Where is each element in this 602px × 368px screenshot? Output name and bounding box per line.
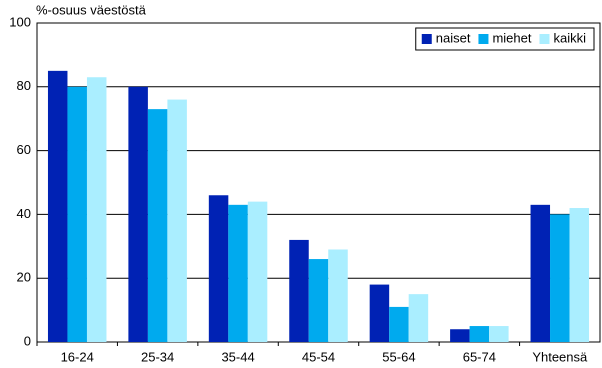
bar [308, 259, 329, 342]
bar [167, 99, 187, 342]
bar [450, 329, 470, 342]
legend-label: miehet [492, 30, 531, 45]
bar [550, 214, 570, 342]
bar [530, 204, 551, 342]
legend-swatch [421, 34, 432, 44]
bar [389, 306, 409, 342]
y-tick-label: 0 [24, 333, 31, 348]
y-tick-label: 20 [17, 270, 31, 285]
bar [67, 86, 87, 342]
bar [86, 77, 107, 342]
bar [247, 201, 268, 342]
bar [328, 249, 348, 342]
legend-swatch [478, 34, 489, 44]
bar [369, 284, 390, 342]
bar [47, 70, 68, 342]
x-tick-label: 45-54 [302, 349, 335, 364]
legend-label: naiset [436, 30, 471, 45]
x-tick-label: 25-34 [141, 349, 174, 364]
x-tick-label: Yhteensä [532, 349, 588, 364]
bar [569, 208, 590, 342]
bar [128, 86, 148, 342]
x-tick-label: 65-74 [463, 349, 496, 364]
bar [289, 239, 309, 342]
legend-swatch [539, 34, 550, 44]
x-tick-label: 55-64 [382, 349, 415, 364]
bar [469, 326, 490, 342]
legend-box [415, 27, 595, 51]
bar [228, 204, 248, 342]
y-tick-label: 60 [17, 142, 31, 157]
chart-title: %-osuus väestöstä [36, 2, 147, 17]
bar [147, 109, 168, 342]
x-tick-label: 35-44 [221, 349, 254, 364]
legend-label: kaikki [553, 30, 586, 45]
y-tick-label: 80 [17, 78, 31, 93]
bar [489, 326, 509, 342]
bar [208, 195, 229, 342]
y-tick-label: 100 [9, 14, 31, 29]
bar [408, 294, 429, 342]
x-tick-label: 16-24 [61, 349, 94, 364]
y-tick-label: 40 [17, 206, 31, 221]
